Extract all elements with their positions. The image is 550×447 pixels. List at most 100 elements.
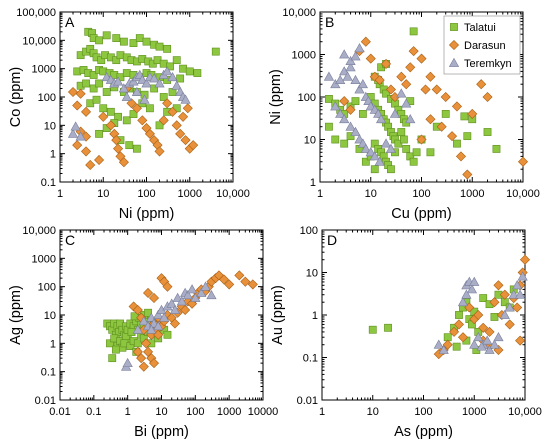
data-point-darasun bbox=[401, 79, 412, 90]
x-tick-label: 10,000 bbox=[508, 406, 542, 418]
data-point-teremkyn bbox=[70, 121, 81, 131]
series-teremkyn bbox=[323, 43, 416, 166]
data-point-talatui bbox=[453, 139, 461, 148]
data-point-talatui bbox=[172, 56, 181, 65]
y-tick-label: 100 bbox=[38, 282, 56, 294]
data-point-teremkyn bbox=[499, 309, 510, 319]
data-point-teremkyn bbox=[342, 71, 353, 81]
data-point-talatui bbox=[92, 95, 101, 104]
data-point-darasun bbox=[449, 326, 460, 337]
data-point-talatui bbox=[95, 79, 103, 88]
y-tick-label: 1 bbox=[50, 338, 56, 350]
data-point-darasun bbox=[478, 322, 489, 333]
data-point-darasun bbox=[105, 120, 116, 131]
data-point-teremkyn bbox=[190, 292, 201, 302]
data-point-talatui bbox=[89, 84, 98, 93]
data-point-darasun bbox=[504, 319, 515, 330]
x-tick-label: 10,000 bbox=[506, 188, 540, 200]
data-point-talatui bbox=[479, 294, 488, 302]
data-point-talatui bbox=[384, 323, 392, 332]
data-point-darasun bbox=[447, 131, 458, 142]
data-point-talatui bbox=[176, 74, 185, 83]
data-point-talatui bbox=[155, 121, 164, 130]
data-point-darasun bbox=[126, 98, 137, 109]
x-tick-label: 0.1 bbox=[86, 406, 101, 418]
data-point-talatui bbox=[351, 97, 360, 106]
data-point-talatui bbox=[412, 148, 421, 157]
data-point-talatui bbox=[119, 37, 128, 46]
data-point-teremkyn bbox=[469, 339, 480, 349]
data-point-teremkyn bbox=[196, 287, 207, 297]
data-point-teremkyn bbox=[121, 91, 132, 101]
data-point-teremkyn bbox=[461, 289, 472, 299]
data-point-teremkyn bbox=[504, 302, 515, 312]
x-tick-label: 100 bbox=[412, 188, 430, 200]
data-point-darasun bbox=[188, 140, 199, 151]
data-point-darasun bbox=[339, 96, 350, 107]
data-point-talatui bbox=[129, 110, 138, 118]
data-point-darasun bbox=[180, 135, 191, 146]
data-point-talatui bbox=[108, 354, 117, 363]
data-point-talatui bbox=[95, 36, 103, 45]
data-point-teremkyn bbox=[517, 271, 528, 281]
series-teremkyn bbox=[121, 281, 217, 371]
x-tick-label: 1000 bbox=[462, 406, 486, 418]
data-point-teremkyn bbox=[369, 151, 380, 161]
y-tick-label: 1 bbox=[50, 149, 56, 161]
data-point-talatui bbox=[133, 144, 141, 153]
data-point-darasun bbox=[118, 157, 129, 168]
data-point-talatui bbox=[346, 132, 355, 141]
data-point-teremkyn bbox=[154, 78, 165, 88]
y-tick-label: 10 bbox=[304, 135, 316, 147]
data-point-talatui bbox=[409, 157, 418, 166]
data-point-teremkyn bbox=[335, 108, 346, 118]
data-point-talatui bbox=[382, 89, 390, 98]
data-point-talatui bbox=[112, 345, 120, 354]
data-point-talatui bbox=[102, 31, 111, 40]
data-point-darasun bbox=[178, 111, 189, 122]
data-point-talatui bbox=[155, 42, 164, 51]
y-tick-label: 100 bbox=[38, 92, 56, 104]
data-point-talatui bbox=[441, 110, 450, 118]
legend-marker-darasun bbox=[448, 39, 460, 51]
x-tick-label: 0.01 bbox=[49, 406, 70, 418]
data-point-darasun bbox=[113, 143, 124, 154]
panel-letter: D bbox=[327, 232, 337, 248]
data-point-teremkyn bbox=[171, 80, 182, 90]
data-point-talatui bbox=[361, 157, 370, 166]
y-tick-label: 100 bbox=[298, 92, 316, 104]
data-point-darasun bbox=[154, 146, 165, 157]
data-point-teremkyn bbox=[112, 76, 124, 86]
y-tick-label: 10,000 bbox=[22, 225, 56, 237]
data-point-teremkyn bbox=[176, 296, 187, 306]
data-point-teremkyn bbox=[159, 312, 170, 322]
data-point-darasun bbox=[162, 98, 173, 109]
data-point-darasun bbox=[515, 335, 526, 346]
series-darasun bbox=[67, 83, 199, 170]
data-point-darasun bbox=[519, 254, 531, 265]
x-axis-label: As (ppm) bbox=[394, 424, 453, 440]
x-tick-label: 10 bbox=[97, 188, 109, 200]
data-point-teremkyn bbox=[484, 344, 495, 354]
legend-label-talatui: Talatui bbox=[464, 22, 496, 34]
data-point-talatui bbox=[146, 104, 154, 113]
data-point-darasun bbox=[482, 91, 493, 103]
data-point-darasun bbox=[144, 128, 155, 139]
data-point-talatui bbox=[142, 37, 151, 46]
data-point-darasun bbox=[493, 280, 504, 291]
data-point-teremkyn bbox=[180, 94, 191, 104]
data-point-darasun bbox=[405, 62, 416, 73]
data-point-darasun bbox=[476, 79, 487, 90]
data-point-darasun bbox=[436, 121, 447, 132]
data-point-darasun bbox=[75, 88, 86, 99]
data-point-darasun bbox=[512, 302, 523, 313]
y-tick-label: 0.01 bbox=[297, 395, 318, 407]
data-point-darasun bbox=[143, 287, 154, 298]
y-axis-label: Ni (ppm) bbox=[268, 69, 284, 125]
data-point-darasun bbox=[81, 106, 92, 117]
data-point-darasun bbox=[131, 103, 142, 114]
data-point-talatui bbox=[102, 88, 111, 96]
data-point-teremkyn bbox=[489, 339, 500, 349]
legend-label-teremkyn: Teremkyn bbox=[464, 58, 512, 70]
data-point-teremkyn bbox=[375, 114, 387, 124]
